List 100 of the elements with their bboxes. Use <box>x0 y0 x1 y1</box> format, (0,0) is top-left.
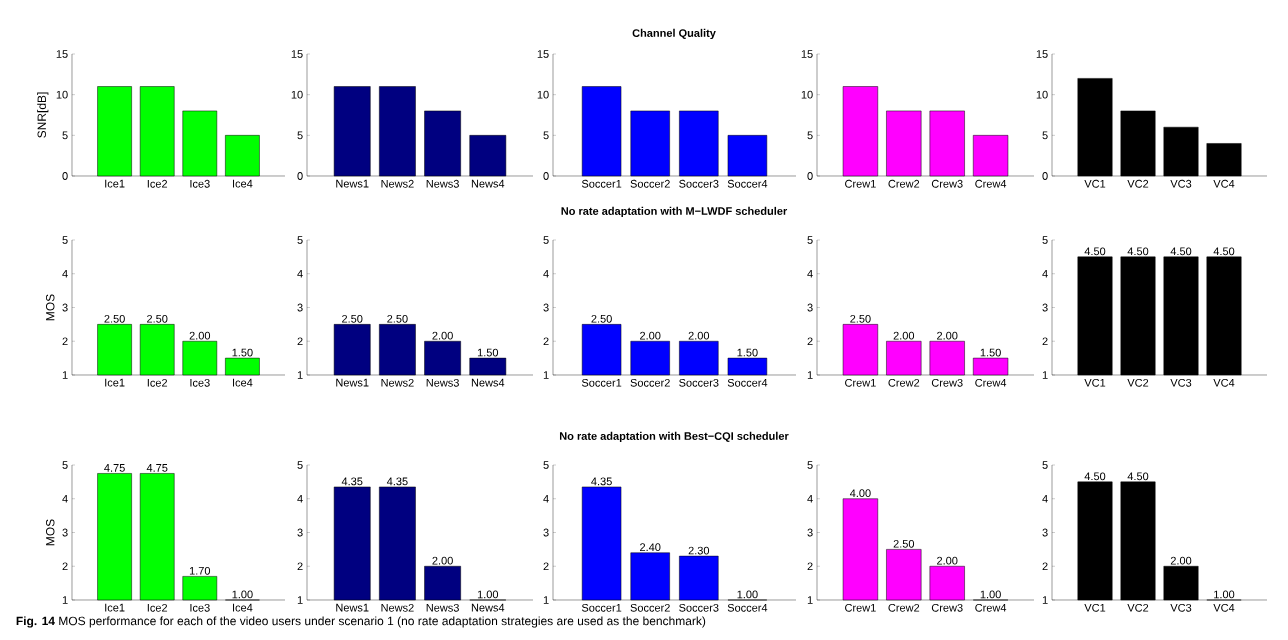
x-tick-label: News3 <box>426 603 459 612</box>
data-label: 4.50 <box>1213 247 1235 256</box>
data-label: 4.75 <box>104 464 125 472</box>
y-tick-label: 2 <box>1042 562 1048 571</box>
data-label: 1.70 <box>189 566 211 575</box>
x-tick-label: Ice3 <box>190 179 210 188</box>
data-label: 1.00 <box>980 590 1001 599</box>
x-tick-label: Soccer1 <box>581 603 622 612</box>
x-tick-label: Ice4 <box>233 179 253 188</box>
x-tick-label: VC3 <box>1170 603 1192 612</box>
y-tick-label: 5 <box>62 131 68 140</box>
data-label: 2.00 <box>893 331 915 340</box>
y-tick-label: 3 <box>62 303 68 312</box>
x-tick-label: Soccer4 <box>727 378 768 387</box>
y-tick-label: 1 <box>297 371 303 379</box>
y-tick-label: 2 <box>62 337 68 346</box>
x-tick-label: News3 <box>426 378 459 387</box>
data-label: 4.35 <box>386 477 408 486</box>
x-tick-label: News4 <box>471 179 505 188</box>
y-tick-label: 10 <box>56 90 68 99</box>
x-tick-label: Crew3 <box>931 603 963 612</box>
data-label: 1.00 <box>232 590 253 599</box>
y-tick-label: 1 <box>62 596 68 604</box>
y-tick-label: 5 <box>1042 131 1048 140</box>
x-tick-label: Crew2 <box>888 603 920 612</box>
y-tick-label: 0 <box>297 172 303 180</box>
y-tick-label: 1 <box>62 371 68 379</box>
x-tick-label: News2 <box>381 378 414 387</box>
data-label: 2.00 <box>688 331 710 340</box>
data-label: 1.50 <box>737 348 758 357</box>
y-tick-label: 2 <box>543 337 549 346</box>
data-label: 2.00 <box>189 331 211 340</box>
y-tick-label: 1 <box>543 596 549 604</box>
y-tick-label: 0 <box>807 172 813 180</box>
x-tick-label: Ice2 <box>147 378 168 387</box>
data-label: 4.35 <box>341 477 363 486</box>
y-tick-label: 4 <box>297 269 303 278</box>
data-label: 2.50 <box>342 314 363 323</box>
y-tick-label: 5 <box>543 236 549 244</box>
x-tick-label: Soccer3 <box>679 378 719 387</box>
data-label: 1.50 <box>232 348 253 357</box>
y-tick-label: 2 <box>297 562 303 571</box>
x-tick-label: Ice4 <box>233 378 253 387</box>
data-label: 2.00 <box>432 331 453 340</box>
x-tick-label: Soccer4 <box>727 179 768 188</box>
y-tick-label: 5 <box>543 131 549 140</box>
y-tick-label: 3 <box>543 528 549 537</box>
y-tick-label: 2 <box>1042 337 1048 346</box>
y-tick-label: 5 <box>807 461 813 469</box>
x-tick-label: VC4 <box>1213 179 1235 188</box>
x-tick-label: VC4 <box>1213 378 1235 387</box>
x-tick-label: Crew3 <box>931 378 963 387</box>
x-tick-label: Ice1 <box>105 179 125 188</box>
y-tick-label: 1 <box>807 371 813 379</box>
x-tick-label: News1 <box>336 179 369 188</box>
y-axis-title: MOS <box>45 519 55 546</box>
x-tick-label: Ice1 <box>105 603 125 612</box>
y-tick-label: 5 <box>807 236 813 244</box>
data-label: 1.50 <box>477 348 499 357</box>
y-tick-label: 5 <box>543 461 549 469</box>
data-label: 1.00 <box>1214 590 1235 599</box>
x-tick-label: VC2 <box>1127 179 1149 188</box>
data-label: 2.50 <box>104 314 125 323</box>
data-label: 2.00 <box>640 331 661 340</box>
data-label: 1.50 <box>980 348 1001 357</box>
y-axis-title: MOS <box>45 294 55 321</box>
data-label: 2.30 <box>688 546 710 555</box>
x-tick-label: Soccer2 <box>630 603 670 612</box>
x-tick-label: Crew2 <box>888 179 920 188</box>
x-tick-label: Ice4 <box>233 603 253 612</box>
data-label: 2.50 <box>147 314 168 323</box>
x-tick-label: VC2 <box>1127 378 1149 387</box>
y-tick-label: 5 <box>62 461 68 469</box>
y-tick-label: 2 <box>297 337 303 346</box>
text: Fig. 14 MOS performance for each of the video users under scenario 1 (no rate adaptation strategies are used as the benchmark) <box>16 616 706 628</box>
x-tick-label: Soccer1 <box>581 378 622 387</box>
y-tick-label: 3 <box>543 303 549 312</box>
y-tick-label: 5 <box>297 461 303 469</box>
data-label: 2.50 <box>591 314 612 323</box>
x-tick-label: Soccer3 <box>679 179 719 188</box>
x-tick-label: Ice2 <box>147 603 168 612</box>
y-tick-label: 15 <box>56 50 68 58</box>
data-label: 2.00 <box>432 556 453 565</box>
y-tick-label: 1 <box>1042 371 1048 379</box>
data-label: 4.50 <box>1084 247 1106 256</box>
data-label: 4.50 <box>1127 247 1149 256</box>
chart-title: Channel Quality <box>632 28 716 40</box>
data-label: 2.50 <box>893 539 915 548</box>
y-tick-label: 0 <box>543 172 549 180</box>
y-tick-label: 1 <box>543 371 549 379</box>
y-tick-label: 15 <box>1036 50 1048 58</box>
data-label: 4.75 <box>146 464 168 472</box>
x-tick-label: Ice1 <box>105 378 125 387</box>
y-tick-label: 3 <box>62 528 68 537</box>
y-tick-label: 3 <box>1042 528 1048 537</box>
data-label: 2.50 <box>387 314 408 323</box>
x-tick-label: Crew1 <box>845 179 876 188</box>
y-tick-label: 3 <box>297 303 303 312</box>
y-tick-label: 15 <box>291 50 303 58</box>
y-tick-label: 10 <box>801 90 813 99</box>
